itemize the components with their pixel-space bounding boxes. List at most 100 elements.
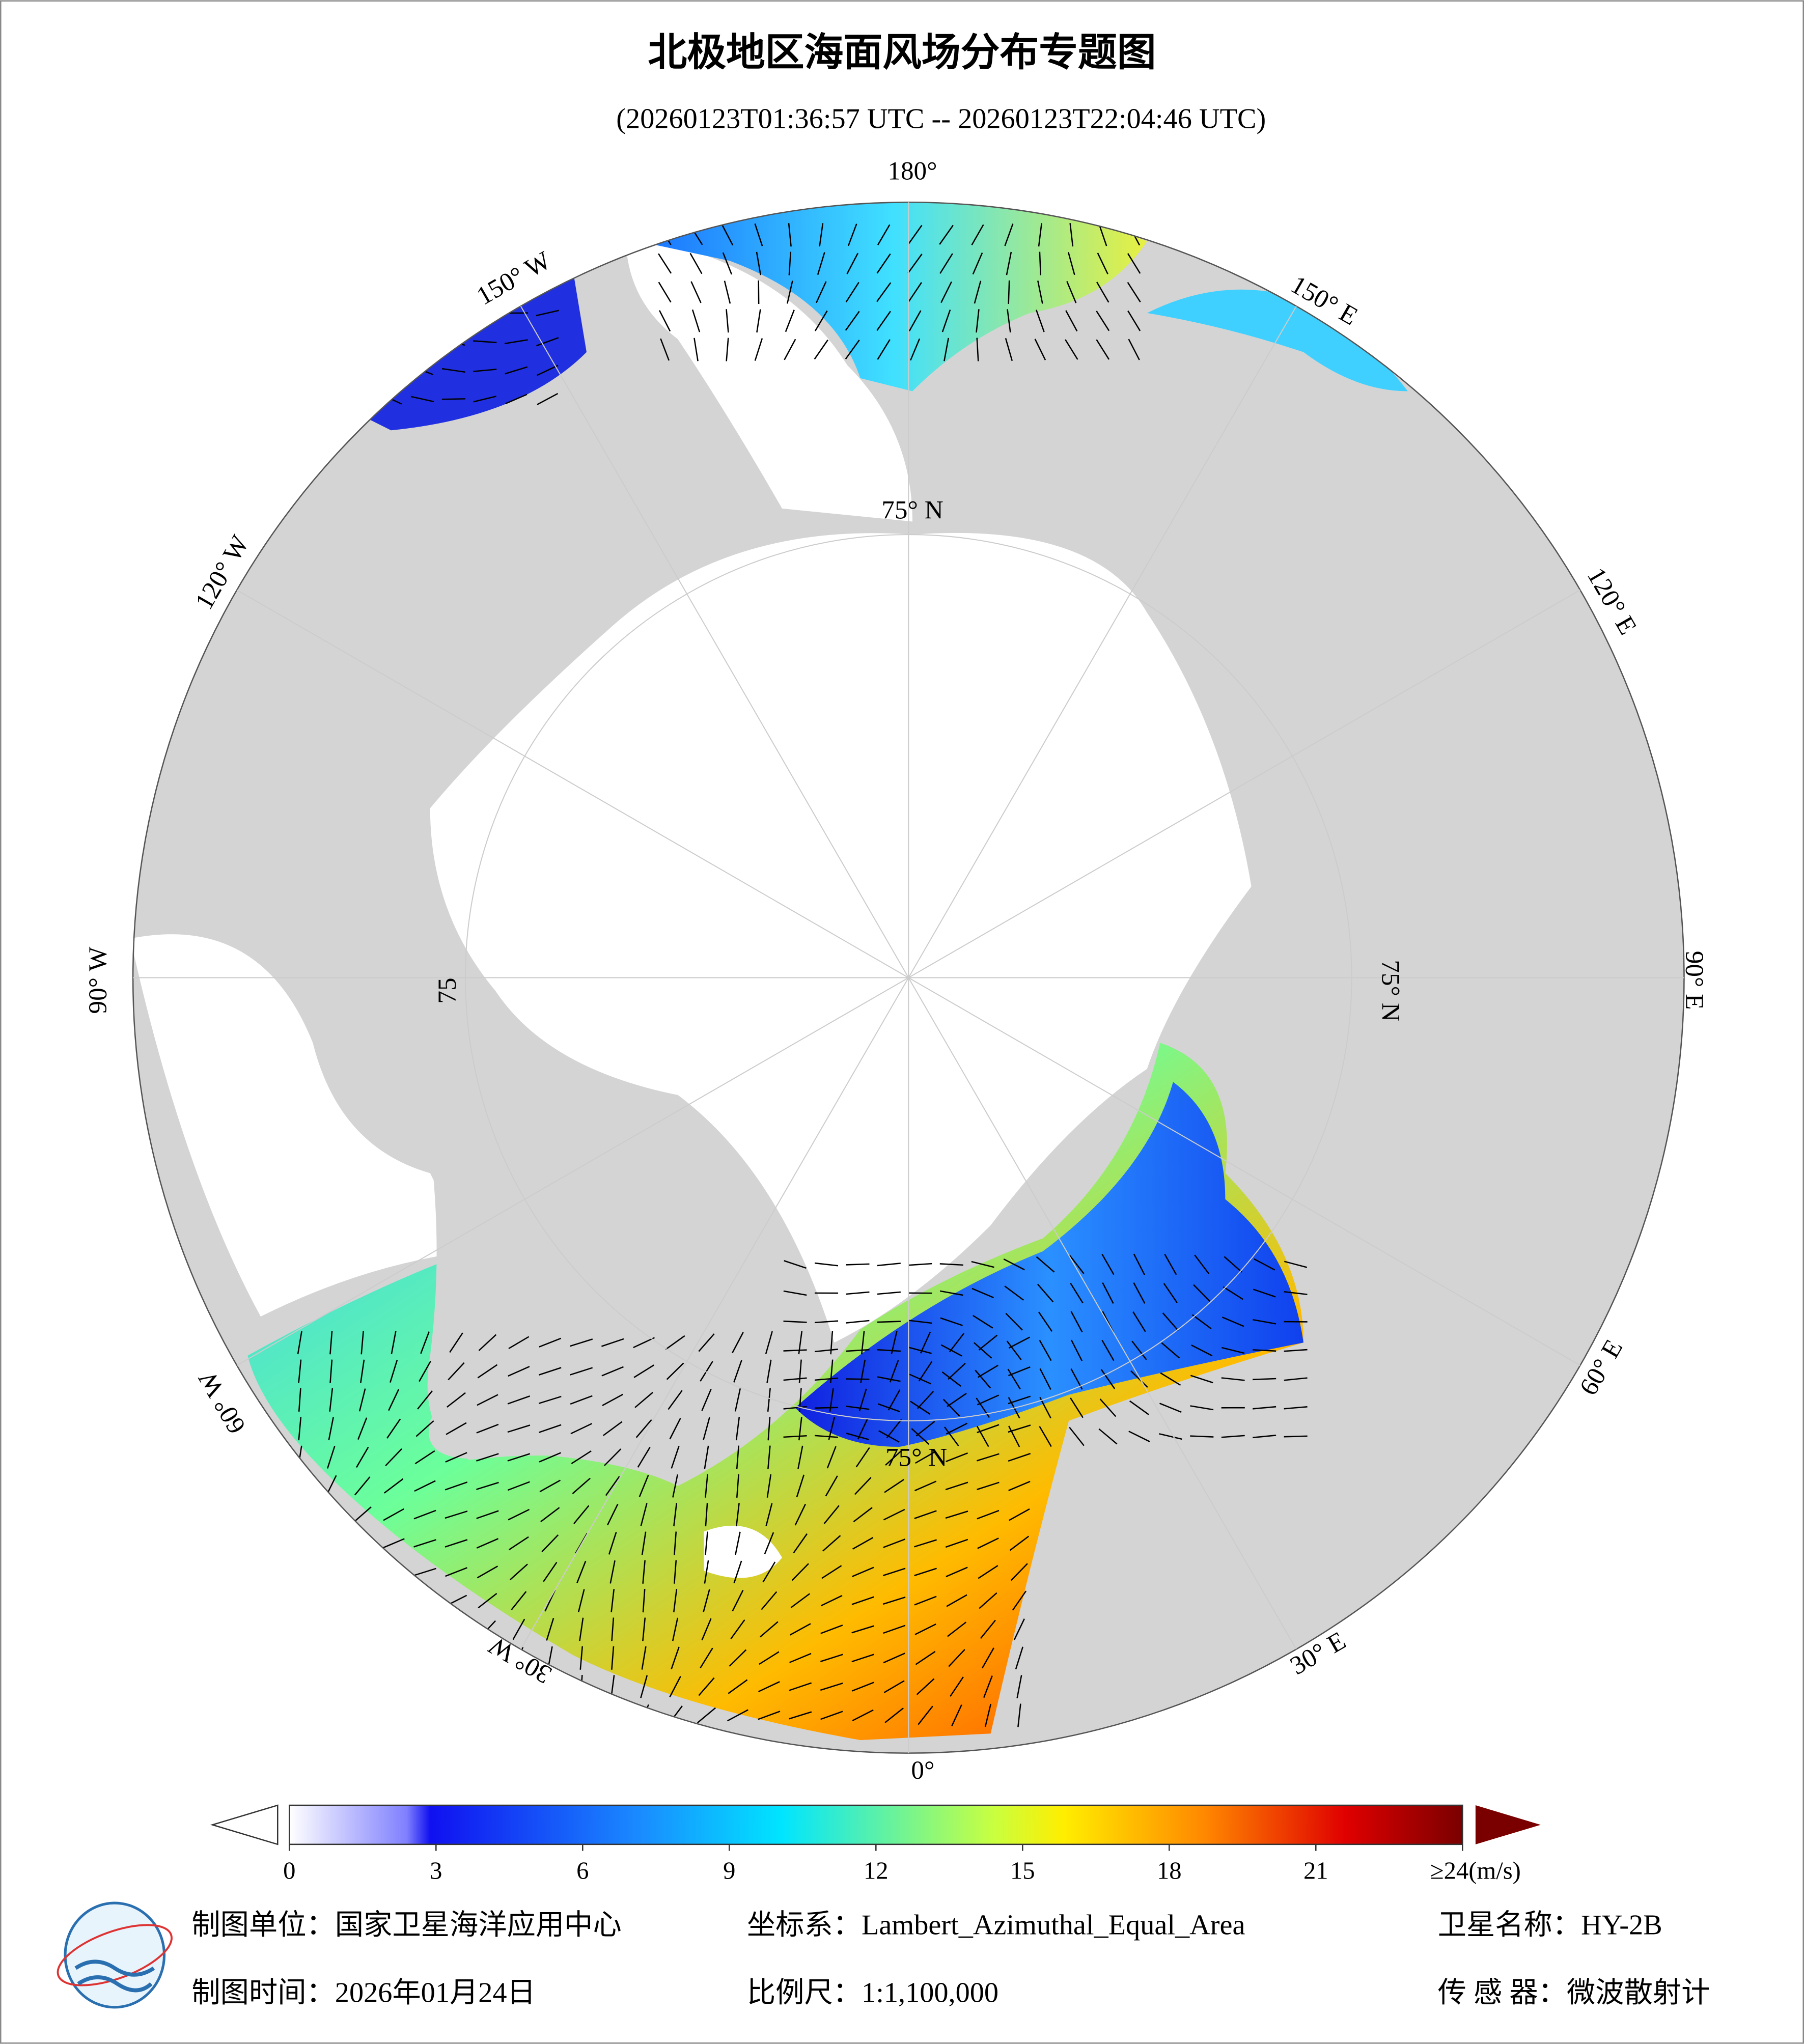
footer-unit: 制图单位：国家卫星海洋应用中心 — [191, 1910, 621, 1941]
wind-arrow — [721, 224, 734, 246]
wind-arrow — [476, 1538, 499, 1549]
wind-arrow — [877, 1263, 901, 1267]
pacific-wind — [639, 202, 1147, 391]
wind-arrow — [826, 1446, 837, 1469]
wind-arrow — [878, 1430, 900, 1443]
wind-arrow — [976, 338, 979, 361]
wind-arrow — [1253, 1378, 1276, 1381]
wind-arrow — [357, 1417, 368, 1440]
wind-arrow — [326, 1446, 336, 1469]
hudson-bay — [133, 934, 469, 1317]
lon-label: 0° — [911, 1756, 934, 1785]
wind-arrow — [908, 1347, 932, 1354]
wind-arrow — [978, 1565, 998, 1579]
wind-arrow — [734, 1388, 741, 1412]
wind-arrow — [1284, 1435, 1308, 1438]
colorbar-tick-label: 12 — [864, 1857, 889, 1884]
wind-arrow — [939, 1263, 963, 1266]
wind-arrow — [606, 1503, 619, 1526]
wind-arrow — [570, 1338, 593, 1347]
wind-arrow — [908, 1320, 932, 1324]
wind-arrow — [414, 1450, 435, 1465]
meridian — [908, 977, 1580, 1366]
wind-arrow — [642, 1589, 646, 1613]
wind-arrow — [845, 282, 859, 302]
wind-arrow — [611, 1617, 615, 1641]
wind-arrow — [797, 1445, 803, 1469]
wind-arrow — [417, 1390, 433, 1410]
wind-arrow — [447, 1392, 466, 1408]
logo — [57, 1901, 173, 2009]
wind-arrow — [884, 1479, 905, 1493]
wind-arrow — [761, 1591, 778, 1610]
wind-arrow — [420, 1331, 430, 1354]
wind-arrow — [701, 1389, 712, 1411]
wind-arrow — [1065, 339, 1078, 360]
wind-arrow — [977, 1394, 1000, 1406]
wind-arrow — [979, 1592, 997, 1609]
wind-arrow — [391, 1331, 397, 1355]
wind-arrow — [1100, 1369, 1116, 1389]
wind-arrow — [640, 1675, 648, 1698]
wind-arrow — [1005, 1312, 1023, 1331]
wind-arrow — [883, 1538, 906, 1548]
wind-arrow — [735, 1531, 741, 1555]
wind-arrow — [441, 368, 465, 373]
wind-arrow — [851, 1654, 874, 1663]
wind-arrow — [946, 1594, 967, 1607]
wind-arrow — [946, 1566, 968, 1578]
wind-arrow — [915, 1420, 935, 1437]
wind-arrow — [690, 281, 702, 303]
wind-arrow — [658, 253, 672, 274]
wind-arrow — [939, 225, 954, 245]
wind-arrow — [940, 1317, 963, 1326]
wind-arrow — [1253, 1319, 1276, 1325]
wind-arrow — [877, 1349, 901, 1352]
wind-arrow — [876, 282, 892, 302]
wind-arrow — [700, 1647, 713, 1669]
greenland — [427, 1095, 835, 1473]
wind-arrow — [1067, 252, 1075, 275]
wind-arrow — [1008, 1366, 1031, 1377]
wind-arrow — [1191, 1344, 1213, 1357]
wind-arrow — [877, 339, 891, 360]
north-atlantic-wind — [247, 1043, 1303, 1741]
wind-arrow — [766, 1474, 772, 1498]
wind-arrow — [914, 1595, 937, 1606]
wind-arrow — [920, 1331, 931, 1354]
wind-arrow — [539, 1479, 561, 1493]
wind-arrow — [1007, 309, 1011, 333]
wind-arrow — [698, 1677, 715, 1696]
wind-arrow — [508, 1536, 529, 1551]
wind-arrow — [577, 1589, 585, 1612]
lon-label: 90° W — [84, 946, 113, 1014]
wind-arrow — [730, 1619, 745, 1639]
wind-arrow — [537, 393, 559, 405]
wind-arrow — [1253, 1289, 1276, 1298]
wind-arrow — [610, 1589, 615, 1613]
meridian — [236, 589, 909, 978]
wind-arrow — [908, 282, 922, 302]
wind-arrow — [820, 1682, 843, 1691]
wind-arrow — [914, 1567, 937, 1577]
wind-arrow — [760, 1621, 779, 1638]
wind-arrow — [817, 252, 825, 275]
lon-label: 180° — [887, 157, 937, 186]
wind-arrow — [507, 1424, 531, 1433]
wind-arrow — [1129, 1400, 1149, 1415]
wind-arrow — [703, 1589, 710, 1612]
wind-arrow — [605, 1476, 620, 1496]
wind-arrow — [793, 1533, 808, 1554]
wind-arrow — [883, 1653, 905, 1664]
wind-arrow — [983, 1675, 993, 1698]
wind-arrow — [476, 1481, 499, 1490]
wind-arrow — [977, 1453, 1000, 1462]
wind-arrow — [478, 1334, 497, 1351]
wind-arrow — [1161, 1342, 1180, 1359]
wind-arrow — [946, 1422, 968, 1435]
wind-arrow — [876, 311, 891, 331]
wind-arrow — [329, 1359, 333, 1383]
wind-arrow — [846, 1349, 870, 1352]
wind-arrow — [354, 1476, 371, 1496]
wind-arrow — [1037, 281, 1043, 304]
